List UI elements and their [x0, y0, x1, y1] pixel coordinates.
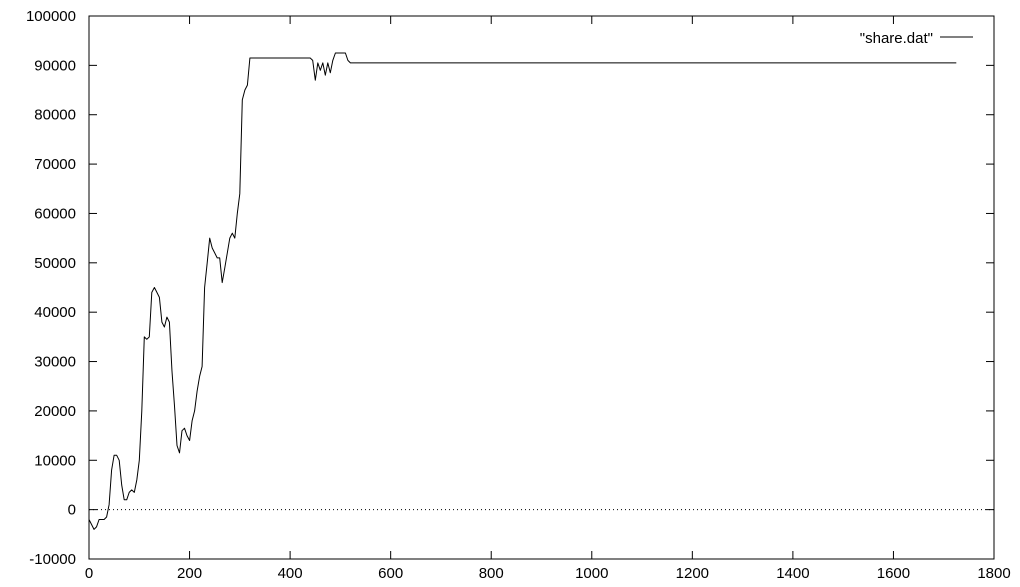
y-tick-label: 0 — [68, 502, 76, 519]
y-tick-label: 10000 — [34, 452, 76, 469]
x-tick-label: 800 — [479, 565, 504, 582]
y-tick-label: -10000 — [29, 551, 76, 568]
y-tick-label: 80000 — [34, 107, 76, 124]
x-tick-label: 400 — [278, 565, 303, 582]
y-tick-label: 30000 — [34, 354, 76, 371]
y-tick-label: 60000 — [34, 205, 76, 222]
y-tick-label: 90000 — [34, 57, 76, 74]
y-tick-label: 70000 — [34, 156, 76, 173]
x-tick-label: 1200 — [676, 565, 709, 582]
plot-frame — [88, 15, 995, 560]
series-line-share-dat — [88, 52, 957, 530]
x-tick-label: 1800 — [977, 565, 1010, 582]
x-tick-label: 600 — [378, 565, 403, 582]
x-tick-label: 0 — [85, 565, 93, 582]
legend-label: "share.dat" — [860, 30, 933, 47]
legend: "share.dat" — [860, 30, 973, 47]
x-tick-label: 200 — [177, 565, 202, 582]
y-tick-label: 20000 — [34, 403, 76, 420]
y-tick-label: 40000 — [34, 304, 76, 321]
x-tick-label: 1000 — [575, 565, 608, 582]
y-tick-label: 50000 — [34, 255, 76, 272]
y-tick-label: 100000 — [26, 8, 76, 25]
x-tick-label: 1400 — [776, 565, 809, 582]
x-tick-label: 1600 — [877, 565, 910, 582]
